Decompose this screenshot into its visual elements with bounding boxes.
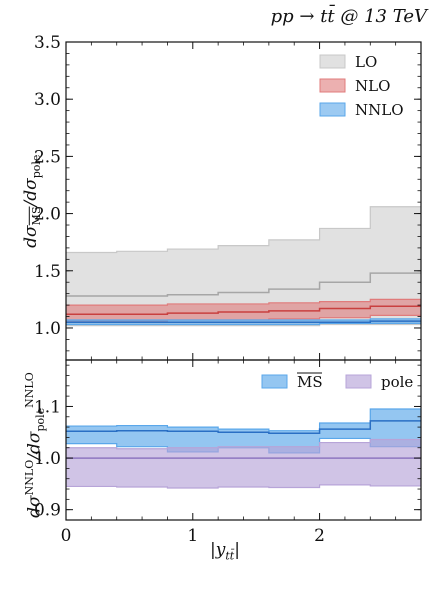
x-axis-label: |ytt̄| <box>210 540 240 563</box>
y-tick-label: 1.0 <box>34 449 61 469</box>
band-high-line-lo <box>66 206 421 254</box>
legend-swatch-nnlo <box>319 102 346 117</box>
top-panel-bands <box>66 206 421 327</box>
x-tick-label: 2 <box>314 526 325 546</box>
band-high-line-ms <box>66 408 421 432</box>
bottom-panel-frame: 0.9 1.0 1.1 0 1 2 <box>34 359 422 546</box>
y-tick-label: 1.5 <box>34 262 61 282</box>
bottom-y-axis-label: dσNNLO/dσpoleNNLO <box>22 372 48 518</box>
band-high-line-nnlo <box>66 318 421 321</box>
x-tick-label: 0 <box>61 526 72 546</box>
y-tick-label: 0.9 <box>34 501 61 521</box>
y-tick-label: 2.5 <box>34 147 61 167</box>
band-nlo <box>66 299 421 322</box>
central-line-nnlo <box>66 320 421 324</box>
legend-swatch-pole <box>345 374 372 389</box>
bottom-panel-bands <box>66 408 421 489</box>
x-tick-label: 1 <box>187 526 198 546</box>
legend-swatch-msbar <box>261 374 288 389</box>
chart-title: pp → tt̄ @ 13 TeV <box>270 6 427 27</box>
top-y-axis-label: dσMS/dσpole <box>20 154 44 248</box>
central-line-nlo <box>66 305 421 315</box>
legend-label-msbar: MS <box>297 373 323 391</box>
band-low-line-nnlo <box>66 322 421 326</box>
band-pole <box>66 439 421 488</box>
band-low-line-lo <box>66 323 421 327</box>
y-tick-label: 3.0 <box>34 90 61 110</box>
band-ms <box>66 409 421 453</box>
y-tick-label: 3.5 <box>34 33 61 53</box>
band-low-line-pole <box>66 484 421 489</box>
legend-label-lo: LO <box>355 53 377 71</box>
legend-swatch-lo <box>319 54 346 69</box>
legend-label-nlo: NLO <box>355 77 390 95</box>
legend-swatch-nlo <box>319 78 346 93</box>
central-line-ms <box>66 420 421 435</box>
y-tick-label: 1.0 <box>34 319 61 339</box>
band-high-line-pole <box>66 438 421 450</box>
y-tick-label: 2.0 <box>34 205 61 225</box>
legend-label-pole: pole <box>381 373 413 391</box>
top-legend: LO NLO NNLO <box>319 53 404 119</box>
central-line-lo <box>66 272 421 297</box>
y-tick-label: 1.1 <box>34 397 61 417</box>
band-high-line-nlo <box>66 298 421 306</box>
legend-label-nnlo: NNLO <box>355 101 404 119</box>
bottom-legend: MS pole <box>261 372 413 391</box>
